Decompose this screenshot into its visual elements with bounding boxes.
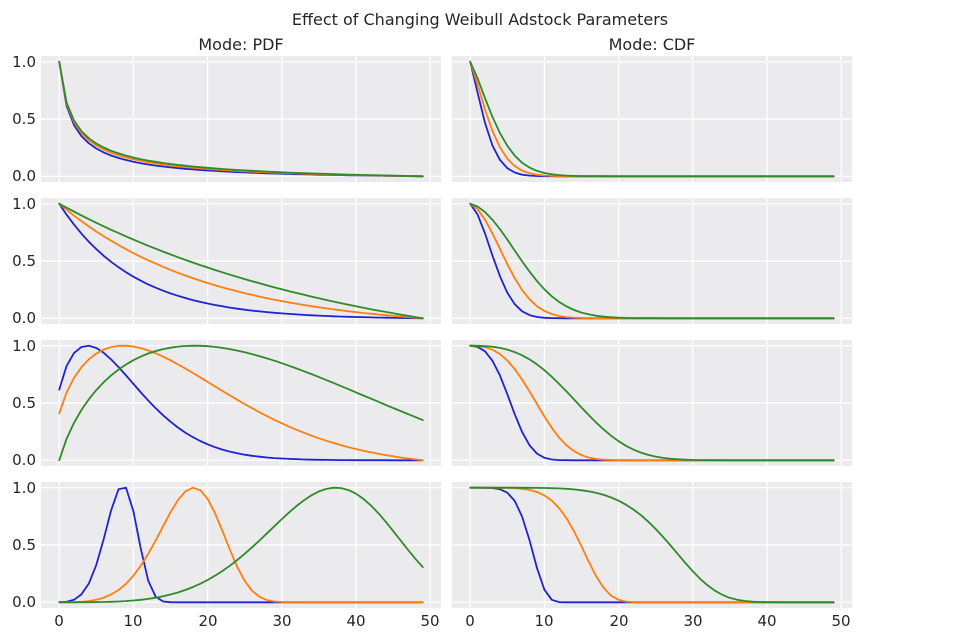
y-tick-label: 1.0 bbox=[12, 195, 36, 213]
curve-pdf-scale-40 bbox=[58, 486, 424, 604]
y-tick-label: 0.0 bbox=[12, 451, 36, 469]
curve-cdf-scale-40 bbox=[469, 60, 835, 178]
curve-pdf-scale-40 bbox=[58, 60, 424, 178]
subplot-cdf-row-3 bbox=[452, 340, 852, 466]
curve-cdf-scale-40 bbox=[469, 486, 835, 604]
x-tick-label: 30 bbox=[683, 612, 703, 630]
x-tick-label: 10 bbox=[123, 612, 143, 630]
subplot-pdf-row-2 bbox=[41, 198, 441, 324]
curve-pdf-scale-20 bbox=[58, 202, 424, 320]
subplot-pdf-row-1 bbox=[41, 56, 441, 182]
y-tick-label: 0.0 bbox=[12, 167, 36, 185]
curve-cdf-scale-40 bbox=[469, 202, 835, 320]
y-tick-label: 1.0 bbox=[12, 479, 36, 497]
x-tick-label: 50 bbox=[420, 612, 440, 630]
subplot-cdf-row-1 bbox=[452, 56, 852, 182]
y-tick-label: 1.0 bbox=[12, 53, 36, 71]
subplot-cdf-row-4 bbox=[452, 482, 852, 608]
x-tick-label: 30 bbox=[272, 612, 292, 630]
subplot-title-cdf: Mode: CDF bbox=[608, 35, 696, 54]
y-tick-label: 0.0 bbox=[12, 593, 36, 611]
x-tick-label: 20 bbox=[198, 612, 218, 630]
y-tick-label: 1.0 bbox=[12, 337, 36, 355]
x-tick-label: 0 bbox=[54, 612, 64, 630]
subplot-title-pdf: Mode: PDF bbox=[198, 35, 284, 54]
x-tick-label: 0 bbox=[465, 612, 475, 630]
y-tick-label: 0.5 bbox=[12, 394, 36, 412]
subplot-pdf-row-4 bbox=[41, 482, 441, 608]
y-tick-label: 0.0 bbox=[12, 309, 36, 327]
curve-pdf-scale-20 bbox=[58, 344, 424, 462]
curve-cdf-scale-40 bbox=[469, 344, 835, 462]
curve-pdf-scale-10 bbox=[58, 202, 424, 320]
figure-title: Effect of Changing Weibull Adstock Param… bbox=[291, 10, 669, 29]
curve-pdf-scale-20 bbox=[58, 486, 424, 604]
curve-pdf-scale-40 bbox=[58, 344, 424, 462]
x-tick-label: 50 bbox=[831, 612, 851, 630]
subplot-cdf-row-2 bbox=[452, 198, 852, 324]
subplot-pdf-row-3 bbox=[41, 340, 441, 466]
y-tick-label: 0.5 bbox=[12, 536, 36, 554]
x-tick-label: 40 bbox=[757, 612, 777, 630]
x-tick-label: 10 bbox=[534, 612, 554, 630]
x-tick-label: 40 bbox=[346, 612, 366, 630]
y-tick-label: 0.5 bbox=[12, 110, 36, 128]
x-tick-label: 20 bbox=[609, 612, 629, 630]
y-tick-label: 0.5 bbox=[12, 252, 36, 270]
curve-pdf-scale-40 bbox=[58, 202, 424, 320]
